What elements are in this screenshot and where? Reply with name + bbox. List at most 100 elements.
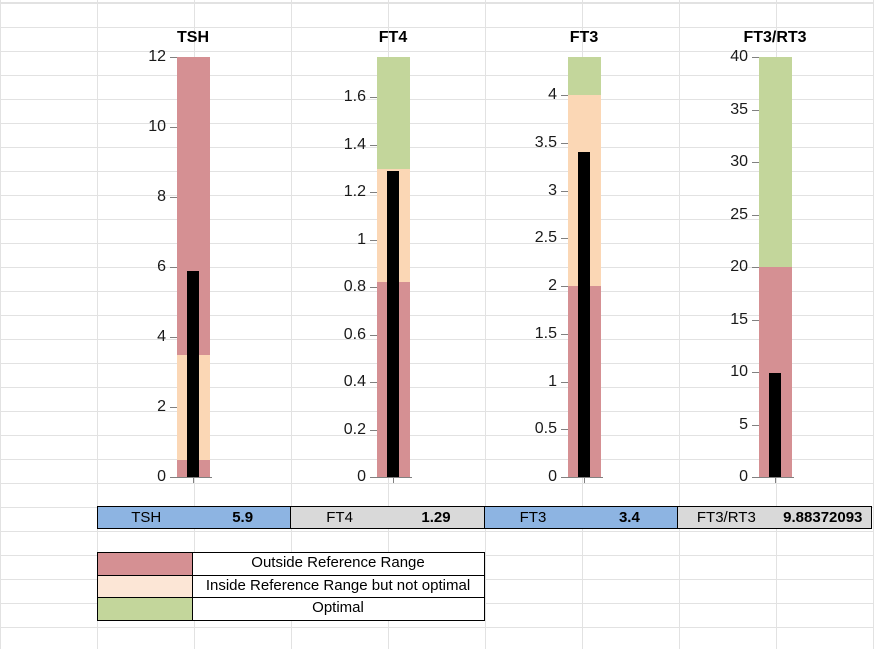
result-cell-tsh[interactable]: TSH 5.9 xyxy=(97,506,292,529)
axis-tick-mark xyxy=(752,57,759,58)
axis-tick-mark xyxy=(561,238,568,240)
axis-tick-label: 40 xyxy=(730,48,748,65)
axis-tick-mark xyxy=(170,127,177,128)
category-axis-line xyxy=(752,477,794,478)
result-value-ft3: 3.4 xyxy=(618,509,640,526)
axis-tick-label: 0 xyxy=(157,468,166,485)
chart-ft3[interactable]: FT3 0 0.5 1 1.5 2 2.5 3 3.5 4 xyxy=(488,29,618,489)
axis-tick-label: 5 xyxy=(739,415,748,433)
axis-tick-label: 8 xyxy=(157,188,166,205)
value-bar-ft3 xyxy=(578,152,590,477)
axis-tick-label: 0.2 xyxy=(343,420,366,438)
axis-tick-mark xyxy=(170,337,177,338)
axis-tick-label: 20 xyxy=(730,258,748,275)
axis-tick-mark xyxy=(752,267,759,268)
legend-label-outside-range[interactable]: Outside Reference Range xyxy=(191,552,485,576)
axis-tick-label: 1 xyxy=(357,230,366,248)
chart-ft4[interactable]: FT4 0 0.2 0.4 0.6 0.8 1 1.2 1.4 1.6 xyxy=(297,29,427,489)
legend-swatch-inside-range[interactable] xyxy=(97,574,193,599)
axis-tick-mark xyxy=(370,239,377,241)
category-axis-tick xyxy=(193,477,194,483)
axis-tick-label: 0 xyxy=(357,468,366,485)
axis-tick-mark xyxy=(752,319,759,321)
axis-tick-label: 2.5 xyxy=(534,229,557,247)
axis-tick-label: 6 xyxy=(157,258,166,275)
axis-tick-label: 1.5 xyxy=(534,324,557,342)
axis-tick-label: 3 xyxy=(548,181,557,199)
result-value-tsh: 5.9 xyxy=(232,509,254,526)
result-value-ft4: 1.29 xyxy=(421,509,451,526)
axis-tick-label: 0.4 xyxy=(343,373,366,391)
axis-tick-label: 30 xyxy=(730,153,748,170)
axis-tick-mark xyxy=(370,429,377,431)
legend-row-inside: Inside Reference Range but not optimal xyxy=(97,574,486,599)
axis-tick-mark xyxy=(561,381,568,383)
axis-tick-label: 15 xyxy=(730,310,748,328)
chart-title-tsh: TSH xyxy=(177,29,209,46)
axis-tick-mark xyxy=(370,287,377,289)
axis-tick-label: 0 xyxy=(548,468,557,485)
axis-tick-label: 0 xyxy=(739,468,748,485)
result-cell-ft3-rt3[interactable]: FT3/RT3 9.88372093 xyxy=(677,506,872,529)
axis-tick-label: 0.6 xyxy=(343,325,366,343)
result-label-tsh: TSH xyxy=(131,509,162,526)
value-bar-ft4 xyxy=(387,170,399,477)
category-axis-line xyxy=(561,477,603,478)
axis-tick-mark xyxy=(561,190,568,192)
axis-tick-mark xyxy=(370,97,377,99)
axis-tick-label: 3.5 xyxy=(534,133,557,151)
axis-tick-label: 4 xyxy=(548,86,557,104)
axis-tick-label: 1.2 xyxy=(343,183,366,201)
category-axis-line xyxy=(170,477,212,478)
result-label-ft3-rt3: FT3/RT3 xyxy=(696,509,756,526)
result-value-ft3-rt3: 9.88372093 xyxy=(783,509,863,526)
axis-tick-label: 2 xyxy=(548,277,557,295)
axis-tick-label: 1.6 xyxy=(343,88,366,106)
category-axis-tick xyxy=(393,477,394,483)
chart-title-ft3-rt3: FT3/RT3 xyxy=(743,29,807,46)
category-axis-line xyxy=(370,477,412,478)
axis-tick-label: 4 xyxy=(157,328,166,345)
axis-tick-mark xyxy=(752,109,759,111)
axis-tick-label: 0.5 xyxy=(534,420,557,438)
result-cell-ft3[interactable]: FT3 3.4 xyxy=(483,506,679,529)
axis-tick-mark xyxy=(561,333,568,335)
axis-tick-mark xyxy=(370,382,377,384)
axis-tick-mark xyxy=(561,429,568,431)
value-bar-tsh xyxy=(187,270,199,477)
chart-title-ft3: FT3 xyxy=(569,29,599,46)
legend-row-optimal: Optimal xyxy=(97,597,486,621)
axis-tick-mark xyxy=(170,407,177,408)
axis-tick-mark xyxy=(170,197,177,198)
axis-tick-mark xyxy=(170,267,177,268)
legend-swatch-outside-range[interactable] xyxy=(97,552,193,576)
range-segment-optimal xyxy=(377,57,410,169)
axis-tick-label: 0.8 xyxy=(343,278,366,296)
chart-ft3-rt3[interactable]: FT3/RT3 0 5 10 15 20 25 30 35 40 xyxy=(679,29,809,489)
axis-tick-mark xyxy=(561,142,568,144)
legend-row-outside: Outside Reference Range xyxy=(97,552,486,576)
axis-tick-label: 1 xyxy=(548,372,557,390)
results-table: TSH 5.9 FT4 1.29 FT3 3.4 FT3/RT3 9.88372… xyxy=(97,506,872,529)
result-cell-ft4[interactable]: FT4 1.29 xyxy=(290,506,486,529)
legend-swatch-optimal[interactable] xyxy=(97,597,193,621)
axis-tick-mark xyxy=(170,57,177,58)
range-segment-optimal xyxy=(759,57,792,267)
axis-tick-mark xyxy=(752,424,759,426)
chart-tsh[interactable]: TSH 0 2 4 6 8 10 12 xyxy=(97,29,227,489)
legend-label-optimal[interactable]: Optimal xyxy=(191,597,485,621)
axis-tick-label: 10 xyxy=(730,363,748,380)
axis-tick-label: 35 xyxy=(730,100,748,118)
axis-tick-mark xyxy=(561,95,568,97)
axis-tick-mark xyxy=(370,144,377,146)
axis-tick-mark xyxy=(370,334,377,336)
chart-title-ft4: FT4 xyxy=(378,29,408,46)
axis-tick-label: 1.4 xyxy=(343,135,366,153)
value-bar-ft3-rt3 xyxy=(769,373,781,477)
axis-tick-mark xyxy=(752,162,759,163)
legend-label-inside-range[interactable]: Inside Reference Range but not optimal xyxy=(191,574,485,599)
axis-tick-mark xyxy=(752,372,759,373)
range-segment-optimal xyxy=(568,57,601,96)
legend-table: Outside Reference Range Inside Reference… xyxy=(97,552,486,621)
